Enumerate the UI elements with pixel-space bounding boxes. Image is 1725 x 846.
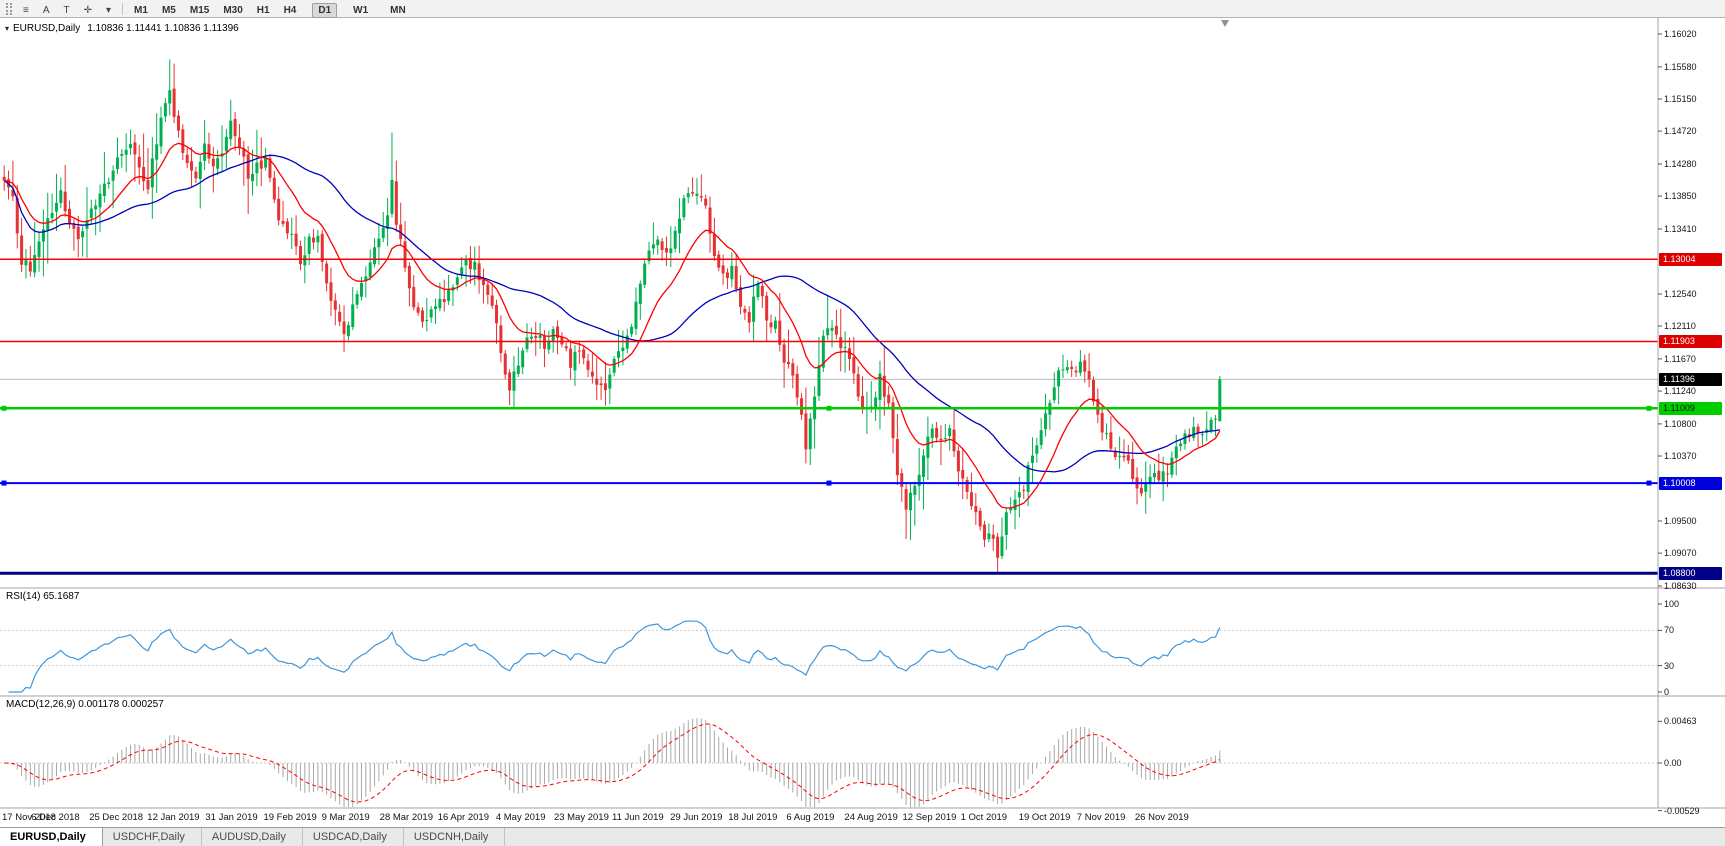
timeframe-mn[interactable]: MN [390, 4, 406, 16]
chart-symbol-label: ▾ EURUSD,Daily 1.10836 1.11441 1.10836 1.1… [5, 23, 239, 34]
price-badge: 1.10008 [1659, 476, 1722, 490]
price-tick: 1.10800 [1664, 418, 1697, 429]
timeframe-group: M1 M5 M15 M30 H1 H4 D1 W1 MN [127, 0, 413, 18]
price-tick: 1.14720 [1664, 126, 1697, 137]
date-label: 23 May 2019 [553, 812, 609, 823]
price-tick: 1.13410 [1664, 223, 1697, 234]
toolbar-separator [122, 2, 124, 15]
rsi-tick: 30 [1664, 660, 1675, 671]
price-badge: 1.13004 [1659, 252, 1722, 266]
date-label: 6 Aug 2019 [786, 812, 835, 823]
date-label: 17 Nov 2018 [2, 812, 56, 823]
price-tick: 1.12110 [1664, 321, 1696, 332]
annotation-a-button[interactable]: A [42, 4, 50, 16]
date-label: 25 Dec 2018 [89, 812, 144, 823]
date-label: 19 Oct 2019 [1018, 812, 1071, 823]
price-tick: 1.16020 [1664, 29, 1697, 39]
price-tick: 1.15580 [1664, 61, 1697, 72]
tab-usdcnh[interactable]: USDCNH,Daily [404, 828, 506, 846]
tab-audusd[interactable]: AUDUSD,Daily [202, 828, 303, 846]
menu-icon[interactable]: ≡ [23, 4, 29, 16]
price-tick: 1.11240 [1664, 386, 1696, 397]
price-chart-canvas[interactable] [0, 18, 1725, 827]
tool-icon-group: ≡ A T ✛ ▾ [16, 0, 118, 18]
date-label: 12 Sep 2019 [902, 812, 957, 823]
date-label: 7 Nov 2019 [1076, 812, 1126, 823]
timeframe-h4[interactable]: H4 [283, 4, 297, 16]
date-label: 29 Jun 2019 [670, 812, 723, 823]
rsi-tick: 70 [1664, 625, 1675, 636]
date-label: 1 Oct 2019 [960, 812, 1008, 823]
date-label: 28 Mar 2019 [379, 812, 433, 823]
macd-label: MACD(12,26,9) 0.001178 0.000257 [6, 699, 164, 710]
price-tick: 1.09070 [1664, 548, 1697, 559]
date-label: 9 Mar 2019 [321, 812, 370, 823]
date-label: 19 Feb 2019 [263, 812, 317, 823]
timeframe-m15[interactable]: M15 [189, 4, 210, 16]
macd-tick: 0.00 [1664, 758, 1682, 768]
date-label: 24 Aug 2019 [844, 812, 898, 823]
tab-usdchf[interactable]: USDCHF,Daily [103, 828, 202, 846]
top-toolbar: ≡ A T ✛ ▾ M1 M5 M15 M30 H1 H4 D1 W1 MN [0, 0, 1725, 18]
date-label: 12 Jan 2019 [147, 812, 200, 823]
price-badge: 1.08800 [1659, 566, 1722, 580]
timeframe-m30[interactable]: M30 [223, 4, 243, 16]
price-badge: 1.11903 [1659, 335, 1722, 349]
price-tick: 1.15150 [1664, 93, 1697, 104]
timeframe-w1[interactable]: W1 [353, 4, 369, 16]
timeframe-m1[interactable]: M1 [134, 4, 148, 16]
tab-eurusd[interactable]: EURUSD,Daily [0, 828, 103, 846]
date-label: 6 Dec 2018 [31, 812, 80, 823]
price-tick: 1.11670 [1664, 353, 1696, 364]
collapse-icon[interactable]: ▾ [5, 24, 10, 33]
toolbar-grip[interactable] [6, 2, 12, 15]
date-label: 26 Nov 2019 [1134, 812, 1189, 823]
timeframe-h1[interactable]: H1 [256, 4, 270, 16]
crosshair-tool-button[interactable]: ✛ [83, 4, 93, 16]
rsi-tick: 0 [1664, 687, 1670, 697]
rsi-tick: 100 [1664, 599, 1680, 609]
date-label: 18 Jul 2019 [728, 812, 778, 823]
timeframe-d1[interactable]: D1 [312, 2, 338, 18]
price-tick: 1.13850 [1664, 191, 1697, 202]
price-tick: 1.09500 [1664, 516, 1697, 526]
date-label: 16 Apr 2019 [437, 812, 489, 823]
price-tick: 1.12540 [1664, 288, 1697, 299]
price-tick: 1.08630 [1664, 581, 1697, 591]
macd-tick: -0.00529 [1664, 805, 1700, 816]
ohlc-values: 1.10836 1.11441 1.10836 1.11396 [87, 23, 239, 34]
date-label: 4 May 2019 [495, 812, 546, 823]
timeframe-m5[interactable]: M5 [161, 4, 176, 16]
date-label: 11 Jun 2019 [612, 812, 664, 823]
macd-tick: 0.00463 [1664, 716, 1697, 727]
tab-usdcad[interactable]: USDCAD,Daily [303, 828, 404, 846]
price-tick: 1.10370 [1664, 451, 1697, 462]
tools-dropdown-button[interactable]: ▾ [106, 4, 112, 16]
price-badge: 1.11396 [1659, 372, 1722, 386]
rsi-label: RSI(14) 65.1687 [6, 591, 80, 602]
chart-tab-bar: EURUSD,Daily USDCHF,Daily AUDUSD,Daily USDC… [0, 827, 1725, 846]
symbol-name: EURUSD,Daily [13, 23, 81, 34]
text-tool-button[interactable]: T [63, 4, 70, 16]
price-badge: 1.11009 [1659, 401, 1722, 415]
date-label: 31 Jan 2019 [205, 812, 258, 823]
price-tick: 1.14280 [1664, 158, 1697, 169]
